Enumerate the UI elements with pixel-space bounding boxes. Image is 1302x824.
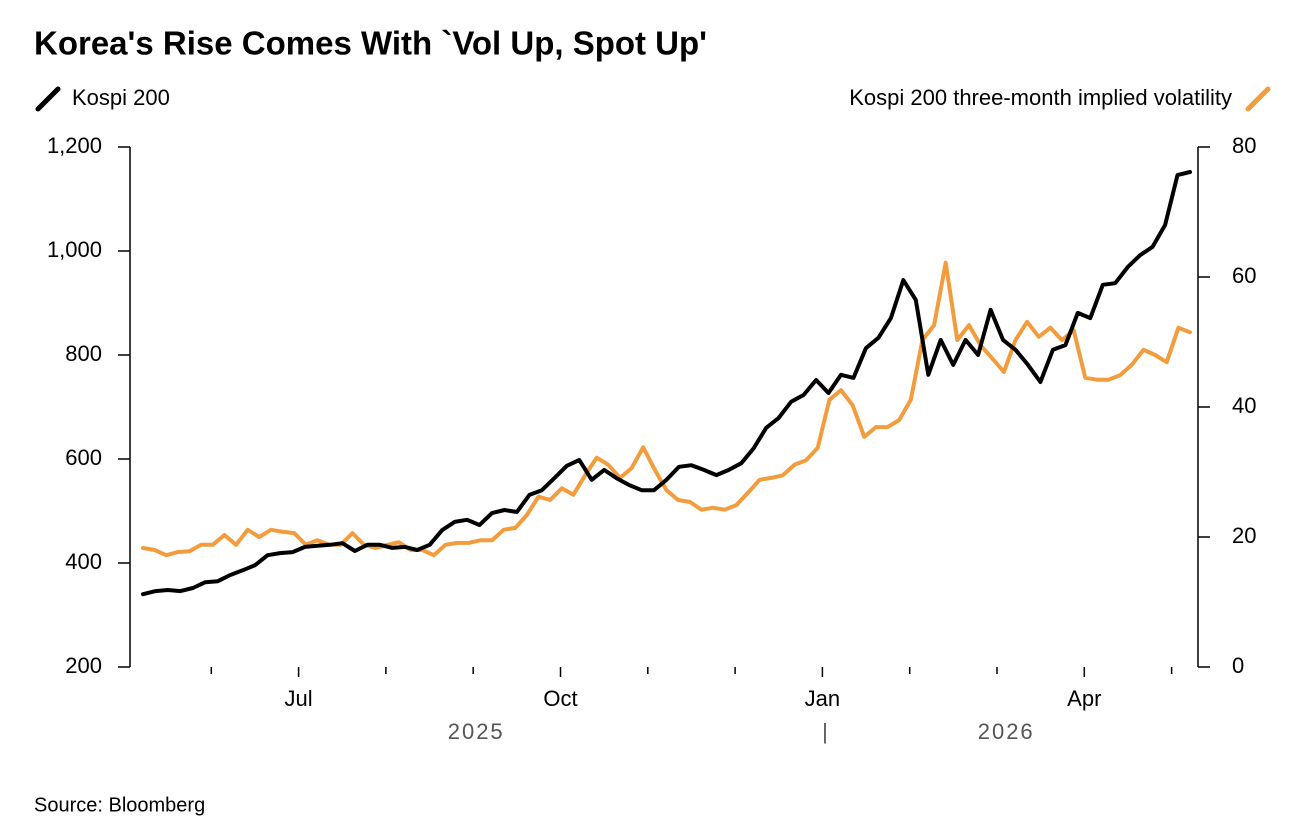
x-tick-label: Apr [1067,686,1101,711]
legend-swatch [35,86,61,112]
legend-label: Kospi 200 [72,85,170,110]
year-label: 2026 [978,719,1035,744]
y-tick-label: 400 [65,549,102,574]
x-tick-label: Jan [805,686,840,711]
legend-swatch [1245,86,1271,112]
chart-title: Korea's Rise Comes With `Vol Up, Spot Up… [34,25,707,62]
line [141,260,1192,558]
year-label: 2025 [448,719,505,744]
y-tick-label: 600 [65,445,102,470]
line [141,170,1192,597]
x-tick-label: Oct [543,686,577,711]
y-tick-label: 1,000 [47,237,102,262]
y2-tick-label: 20 [1232,523,1256,548]
legend-label: Kospi 200 three-month implied volatility [849,85,1232,110]
y2-tick-label: 80 [1232,133,1256,158]
y2-tick-label: 0 [1232,653,1244,678]
y-tick-label: 1,200 [47,133,102,158]
y-tick-label: 800 [65,341,102,366]
source: Source: Bloomberg [34,794,205,816]
x-tick-label: Jul [285,686,313,711]
y2-tick-label: 60 [1232,263,1256,288]
year-separator: | [822,719,828,744]
y-tick-label: 200 [65,653,102,678]
y2-tick-label: 40 [1232,393,1256,418]
